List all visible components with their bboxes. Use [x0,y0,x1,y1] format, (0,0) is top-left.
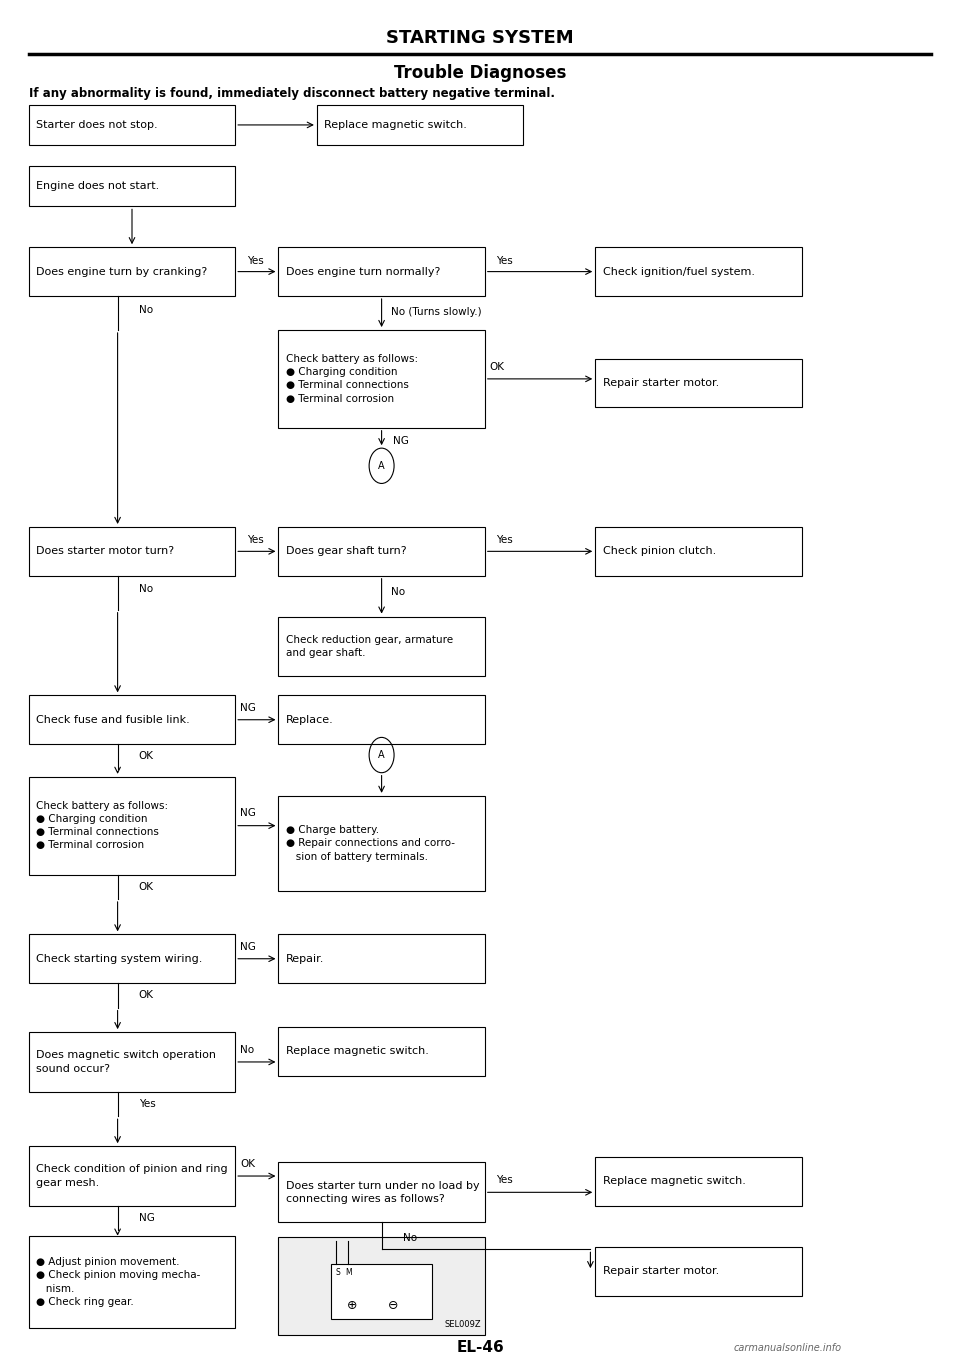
Text: ⊖: ⊖ [389,1298,398,1312]
Text: NG: NG [139,1213,155,1224]
FancyBboxPatch shape [278,695,485,744]
Text: OK: OK [139,751,154,762]
Text: Yes: Yes [247,535,263,546]
FancyBboxPatch shape [595,1247,802,1296]
Text: Does magnetic switch operation
sound occur?: Does magnetic switch operation sound occ… [36,1050,216,1074]
Text: Check pinion clutch.: Check pinion clutch. [603,546,716,557]
Text: STARTING SYSTEM: STARTING SYSTEM [386,29,574,48]
Text: EL-46: EL-46 [456,1339,504,1355]
Text: Check fuse and fusible link.: Check fuse and fusible link. [36,714,190,725]
FancyBboxPatch shape [278,527,485,576]
Text: No: No [139,304,153,315]
Text: Replace.: Replace. [286,714,334,725]
Text: Trouble Diagnoses: Trouble Diagnoses [394,64,566,83]
Text: Does starter turn under no load by
connecting wires as follows?: Does starter turn under no load by conne… [286,1180,480,1205]
Text: A: A [378,750,385,760]
FancyBboxPatch shape [278,617,485,676]
Text: Yes: Yes [496,1175,513,1186]
FancyBboxPatch shape [331,1264,432,1319]
FancyBboxPatch shape [595,1157,802,1206]
Text: M: M [346,1268,352,1278]
Text: ⊕: ⊕ [348,1298,357,1312]
Text: NG: NG [240,941,256,952]
Text: Yes: Yes [496,255,513,266]
Text: Does engine turn by cranking?: Does engine turn by cranking? [36,266,207,277]
Text: Replace magnetic switch.: Replace magnetic switch. [603,1176,746,1187]
Text: Repair.: Repair. [286,953,324,964]
Text: Replace magnetic switch.: Replace magnetic switch. [324,120,468,130]
Text: No: No [240,1044,254,1055]
FancyBboxPatch shape [29,695,235,744]
Text: No: No [139,584,153,595]
Text: NG: NG [240,808,256,819]
Text: Yes: Yes [139,1099,156,1109]
Text: S: S [335,1268,340,1278]
Text: Yes: Yes [247,255,263,266]
Text: ● Adjust pinion movement.
● Check pinion moving mecha-
   nism.
● Check ring gea: ● Adjust pinion movement. ● Check pinion… [36,1258,201,1306]
Text: OK: OK [139,881,154,892]
Text: Does engine turn normally?: Does engine turn normally? [286,266,441,277]
Text: Check battery as follows:
● Charging condition
● Terminal connections
● Terminal: Check battery as follows: ● Charging con… [286,354,419,403]
FancyBboxPatch shape [29,105,235,145]
FancyBboxPatch shape [278,247,485,296]
FancyBboxPatch shape [278,934,485,983]
FancyBboxPatch shape [29,1032,235,1092]
Text: OK: OK [490,361,505,372]
Text: Check starting system wiring.: Check starting system wiring. [36,953,203,964]
Text: Check condition of pinion and ring
gear mesh.: Check condition of pinion and ring gear … [36,1164,228,1188]
Text: Yes: Yes [496,535,513,546]
Text: No: No [392,587,405,598]
Text: SEL009Z: SEL009Z [444,1320,481,1329]
FancyBboxPatch shape [29,166,235,206]
Text: Does starter motor turn?: Does starter motor turn? [36,546,175,557]
Text: No: No [403,1233,417,1244]
Text: Repair starter motor.: Repair starter motor. [603,378,719,388]
Text: Repair starter motor.: Repair starter motor. [603,1266,719,1277]
FancyBboxPatch shape [278,796,485,891]
Text: ● Charge battery.
● Repair connections and corro-
   sion of battery terminals.: ● Charge battery. ● Repair connections a… [286,826,455,861]
FancyBboxPatch shape [29,777,235,875]
Text: Check battery as follows:
● Charging condition
● Terminal connections
● Terminal: Check battery as follows: ● Charging con… [36,801,169,850]
FancyBboxPatch shape [278,1237,485,1335]
Text: Replace magnetic switch.: Replace magnetic switch. [286,1046,429,1057]
Text: Engine does not start.: Engine does not start. [36,181,159,191]
Text: OK: OK [240,1158,255,1169]
Text: OK: OK [139,990,154,1001]
Text: NG: NG [240,702,256,713]
Text: Does gear shaft turn?: Does gear shaft turn? [286,546,407,557]
Text: A: A [378,460,385,471]
Text: Starter does not stop.: Starter does not stop. [36,120,158,130]
FancyBboxPatch shape [29,527,235,576]
FancyBboxPatch shape [29,1146,235,1206]
Text: Check ignition/fuel system.: Check ignition/fuel system. [603,266,755,277]
Text: carmanualsonline.info: carmanualsonline.info [733,1343,841,1353]
FancyBboxPatch shape [595,247,802,296]
Text: No (Turns slowly.): No (Turns slowly.) [392,307,482,318]
FancyBboxPatch shape [29,1236,235,1328]
FancyBboxPatch shape [317,105,523,145]
FancyBboxPatch shape [29,934,235,983]
FancyBboxPatch shape [29,247,235,296]
FancyBboxPatch shape [595,359,802,407]
FancyBboxPatch shape [595,527,802,576]
FancyBboxPatch shape [278,1162,485,1222]
FancyBboxPatch shape [278,330,485,428]
Text: If any abnormality is found, immediately disconnect battery negative terminal.: If any abnormality is found, immediately… [29,87,555,100]
Text: NG: NG [394,436,409,447]
FancyBboxPatch shape [278,1027,485,1076]
Text: Check reduction gear, armature
and gear shaft.: Check reduction gear, armature and gear … [286,634,453,659]
